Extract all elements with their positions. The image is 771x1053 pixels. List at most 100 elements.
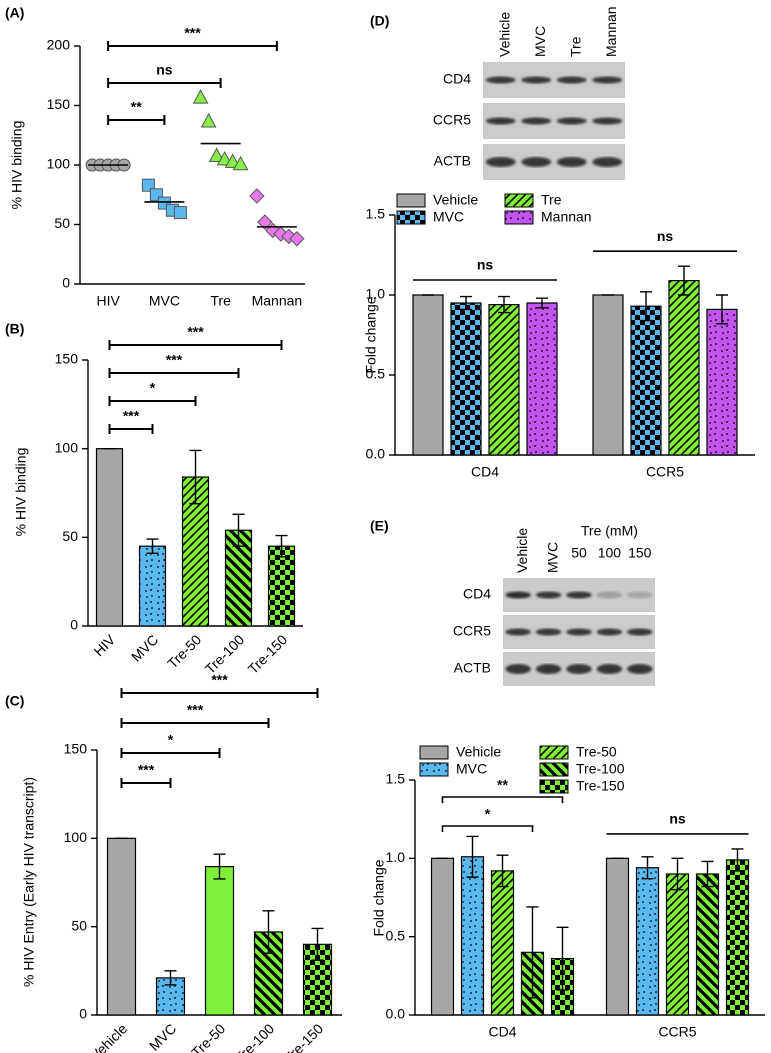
point — [232, 155, 249, 171]
blot-row-label: CD4 — [463, 586, 491, 602]
bracket-label: *** — [187, 324, 204, 340]
blot-band — [627, 664, 653, 674]
y-tick-label: 50 — [54, 215, 70, 231]
bracket-label: ** — [497, 777, 508, 793]
bracket — [107, 41, 278, 51]
error-bar — [556, 926, 569, 991]
blot-band — [521, 117, 552, 125]
bracket-label: *** — [211, 672, 228, 688]
bracket — [120, 748, 221, 758]
blot-band — [556, 157, 587, 167]
error-bar — [466, 835, 479, 878]
error-bar — [716, 294, 728, 325]
y-tick-label: 100 — [64, 829, 88, 845]
blot-lane-label: MVC — [532, 26, 548, 57]
y-tick-label: 50 — [62, 528, 78, 544]
blot-row-label: CCR5 — [453, 623, 491, 639]
bar — [460, 856, 485, 1016]
bracket — [108, 424, 154, 434]
bracket-label: ns — [156, 62, 173, 78]
error-bar — [189, 449, 202, 505]
bracket-label: * — [150, 380, 156, 396]
y-tick-label: 150 — [47, 96, 71, 112]
bracket-label: *** — [123, 408, 140, 424]
legend-label: Tre — [541, 192, 562, 208]
y-tick-label: 100 — [55, 439, 79, 455]
y-tick-label: 0 — [79, 1006, 87, 1022]
blot-row-label: CCR5 — [433, 112, 471, 128]
panel-label: (A) — [5, 5, 24, 21]
x-tick-label: Tre-50 — [188, 1020, 228, 1053]
error-bar — [460, 295, 472, 311]
y-tick-label: 200 — [47, 37, 71, 53]
error-bar — [678, 265, 690, 296]
error-bar — [496, 854, 509, 888]
legend-label: MVC — [433, 209, 464, 225]
blot-band — [535, 664, 562, 674]
point — [289, 231, 305, 247]
legend-swatch — [396, 210, 426, 225]
blot-band — [505, 628, 531, 636]
legend-swatch — [539, 745, 569, 760]
blot-band — [535, 628, 562, 636]
panel-label: (E) — [370, 518, 389, 534]
bracket — [120, 688, 319, 698]
bar — [635, 867, 660, 1016]
legend-label: MVC — [456, 761, 487, 777]
bracket-label: * — [168, 732, 174, 748]
bracket — [120, 718, 270, 728]
x-tick-label: HIV — [90, 631, 118, 659]
y-tick-label: 1.0 — [386, 849, 406, 865]
error-bar — [311, 927, 324, 961]
x-tick-label: CD4 — [488, 1024, 516, 1040]
blot-band — [521, 157, 552, 167]
x-tick-label: CCR5 — [646, 464, 684, 480]
point — [257, 214, 273, 230]
error-bar — [536, 297, 548, 309]
blot-band — [596, 664, 623, 674]
legend-swatch — [396, 193, 426, 208]
bar — [138, 545, 167, 627]
x-tick-label: Tre-100 — [202, 631, 248, 677]
legend-label: Tre-150 — [576, 778, 625, 794]
x-tick-label: Mannan — [252, 293, 303, 309]
y-tick-label: 0 — [62, 275, 70, 291]
point — [208, 147, 225, 162]
error-bar — [146, 538, 159, 554]
blot-band — [505, 664, 531, 674]
blot-lane-label: MVC — [544, 542, 560, 573]
bracket-label: *** — [187, 702, 204, 718]
blot-lane-label: Vehicle — [514, 528, 530, 573]
y-axis-label: % HIV binding — [9, 121, 25, 210]
bar — [695, 873, 720, 1016]
bar — [665, 873, 690, 1016]
error-bar — [275, 534, 288, 558]
x-tick-label: Tre — [210, 293, 231, 309]
bar — [526, 302, 558, 456]
x-tick-label: Tre-50 — [164, 631, 204, 671]
y-tick-label: 0.0 — [386, 1006, 406, 1022]
blot-band — [596, 628, 623, 636]
blot-group-label: Tre (mM) — [581, 523, 638, 539]
point — [249, 188, 265, 204]
bar — [267, 545, 296, 627]
x-tick-label: MVC — [146, 1020, 179, 1053]
bar — [204, 865, 235, 1016]
blot-band — [566, 591, 592, 599]
y-tick-label: 150 — [64, 741, 88, 757]
bracket-label: *** — [138, 762, 155, 778]
bracket — [107, 78, 222, 88]
legend-label: Tre-100 — [576, 761, 625, 777]
legend-swatch — [504, 193, 534, 208]
panel-label: (C) — [5, 693, 24, 709]
y-tick-label: 1.5 — [366, 206, 386, 222]
bar — [488, 304, 520, 456]
error-bar — [731, 848, 744, 872]
x-tick-label: HIV — [96, 293, 120, 309]
y-tick-label: 1.5 — [386, 771, 406, 787]
y-axis-label: Fold change — [371, 859, 387, 936]
x-tick-label: Vehicle — [87, 1020, 130, 1053]
bracket-label: ns — [669, 811, 686, 827]
error-bar — [262, 910, 275, 954]
